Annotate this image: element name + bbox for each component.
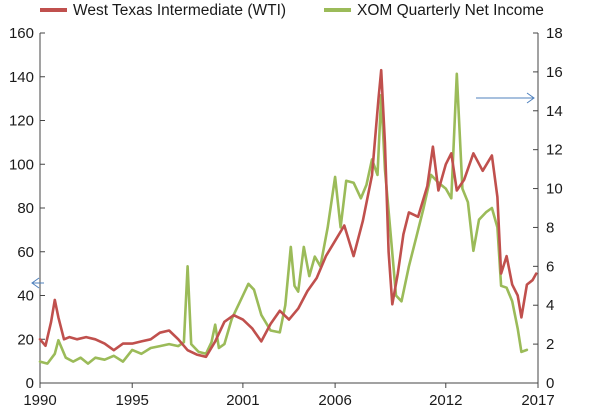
- x-tick-label: 2017: [521, 392, 554, 409]
- left-tick-label: 40: [17, 288, 34, 305]
- right-tick-label: 18: [546, 25, 563, 42]
- right-tick-label: 10: [546, 181, 563, 198]
- plot-frame: [39, 33, 539, 384]
- right-tick-label: 0: [546, 375, 554, 392]
- right-tick-label: 2: [546, 336, 554, 353]
- series-line-xom: [38, 72, 529, 365]
- left-tick-label: 140: [9, 69, 34, 86]
- left-axis-ticks: 0 20 40 60 80 100 120 140 160: [9, 25, 45, 392]
- left-tick-label: 20: [17, 331, 34, 348]
- left-tick-label: 120: [9, 113, 34, 130]
- right-tick-label: 8: [546, 219, 554, 236]
- left-tick-label: 80: [17, 200, 34, 217]
- left-axis-arrow: [31, 277, 44, 289]
- x-axis-ticks: 1990 1995 2001 2006 2012 2017: [23, 383, 555, 409]
- x-tick-label: 2006: [318, 392, 351, 409]
- right-tick-label: 4: [546, 297, 554, 314]
- legend-label-xom: XOM Quarterly Net Income: [357, 2, 544, 19]
- x-tick-label: 2001: [226, 392, 259, 409]
- left-tick-label: 60: [17, 244, 34, 261]
- left-tick-label: 100: [9, 156, 34, 173]
- left-tick-label: 160: [9, 25, 34, 42]
- legend: West Texas Intermediate (WTI) XOM Quarte…: [40, 2, 544, 19]
- series-layer: [38, 68, 538, 365]
- right-tick-label: 16: [546, 64, 563, 81]
- right-tick-label: 12: [546, 142, 563, 159]
- right-tick-label: 14: [546, 103, 563, 120]
- right-tick-label: 6: [546, 258, 554, 275]
- right-axis-arrow: [476, 92, 535, 104]
- series-line-wti: [38, 68, 538, 359]
- x-tick-label: 1995: [116, 392, 149, 409]
- x-tick-label: 1990: [23, 392, 56, 409]
- left-tick-label: 0: [26, 375, 34, 392]
- x-tick-label: 2012: [429, 392, 462, 409]
- legend-label-wti: West Texas Intermediate (WTI): [73, 2, 286, 19]
- right-axis-ticks: 0 2 4 6 8 10 12 14 16 18: [533, 25, 563, 392]
